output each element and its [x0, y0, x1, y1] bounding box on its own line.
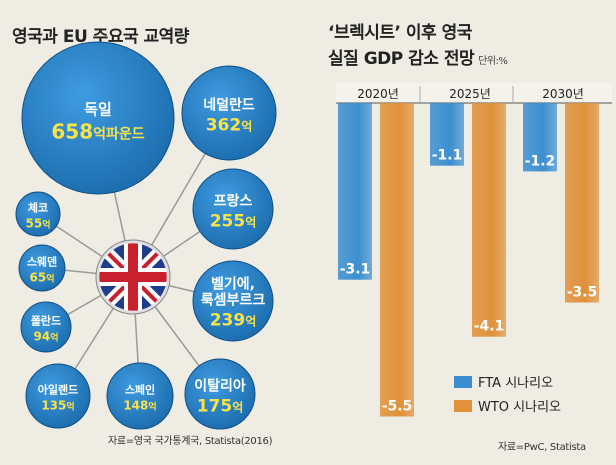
bar-value-label: -1.2 — [525, 153, 556, 169]
legend-swatch — [454, 376, 472, 388]
trade-bubble: 폴란드 94억 — [20, 301, 72, 353]
bar-value-label: -3.1 — [340, 262, 371, 278]
year-tick-label: 2030년 — [542, 87, 584, 101]
bubble-circle — [192, 168, 274, 250]
bubble-circle — [21, 41, 175, 195]
gdp-bar — [338, 103, 372, 280]
bubble-country-label: 폴란드 — [31, 313, 61, 327]
trade-bubble: 네덜란드 362억 — [181, 65, 277, 161]
bubble-country-label: 네덜란드 — [203, 97, 255, 114]
bubble-country-label: 스페인 — [125, 382, 155, 396]
gdp-bar — [380, 103, 414, 417]
gdp-title-line2: 실질 GDP 감소 전망 단위:% — [328, 44, 508, 69]
legend-label: FTA 시나리오 — [478, 376, 553, 391]
bubble-trade-value: 362억 — [206, 116, 253, 136]
year-tick-label: 2020년 — [357, 87, 399, 101]
bar-value-label: -4.1 — [474, 319, 505, 335]
gdp-bar — [430, 103, 464, 166]
bar-value-label: -5.5 — [382, 399, 413, 415]
bubble-country-label: 독일 — [84, 100, 112, 118]
gdp-unit-label: 단위:% — [478, 56, 508, 67]
trade-bubble: 체코 55억 — [15, 191, 61, 237]
trade-bubble: 스페인 148억 — [106, 362, 174, 430]
bubble-trade-value: 239억 — [210, 310, 257, 330]
bubble-trade-value: 135억 — [41, 398, 74, 412]
year-tick-label: 2025년 — [449, 87, 491, 101]
bubble-circle — [184, 358, 256, 430]
bubble-circle — [106, 362, 174, 430]
bubble-country-label: 이탈리아 — [194, 378, 246, 395]
gdp-forecast-panel: ‘브렉시트’ 이후 영국 실질 GDP 감소 전망 단위:% 2020년 2025년… — [308, 0, 616, 465]
bubble-trade-value: 175억 — [197, 397, 244, 417]
gdp-bar-chart: 2020년 2025년 2030년 -3.1 -1.1 -1.2 -5.5 -4.1 -3.5 F… — [336, 83, 612, 417]
trade-source: 자료=영국 국가통계국, Statista(2016) — [108, 436, 273, 447]
bubble-country-label: 벨기에, — [211, 276, 255, 292]
bubble-trade-value: 55억 — [26, 216, 51, 230]
trade-bubble: 벨기에,룩셈부르크 239억 — [192, 260, 274, 342]
bar-value-label: -1.1 — [432, 148, 463, 164]
trade-title: 영국과 EU 주요국 교역량 — [12, 27, 189, 47]
bubble-trade-value: 255억 — [210, 212, 257, 232]
bubble-circle — [18, 244, 66, 292]
gdp-bar — [472, 103, 506, 337]
bubble-country-label: 프랑스 — [214, 194, 253, 210]
bubble-country-label: 아일랜드 — [38, 382, 78, 396]
legend-swatch — [454, 400, 472, 412]
bubble-country-label-line2: 룩셈부르크 — [201, 291, 266, 308]
trade-bubble: 아일랜드 135억 — [25, 363, 91, 429]
bubble-country-label: 스웨덴 — [27, 254, 57, 268]
bubble-country-label: 체코 — [28, 200, 48, 214]
bubble-trade-value: 65억 — [30, 270, 55, 284]
bubble-trade-value: 148억 — [123, 398, 156, 412]
trade-bubble: 프랑스 255억 — [192, 168, 274, 250]
uk-flag-icon — [95, 239, 171, 315]
legend-label: WTO 시나리오 — [478, 400, 561, 415]
year-header-band — [336, 83, 612, 103]
bar-value-label: -3.5 — [567, 285, 598, 301]
bubble-circle — [181, 65, 277, 161]
bubble-circle — [20, 301, 72, 353]
bubble-circle — [15, 191, 61, 237]
gdp-source: 자료=PwC, Statista — [498, 442, 586, 453]
bubble-circle — [192, 260, 274, 342]
gdp-title-line1: ‘브렉시트’ 이후 영국 — [328, 23, 472, 43]
bubble-trade-value: 658억파운드 — [51, 119, 144, 143]
trade-bubble: 스웨덴 65억 — [18, 244, 66, 292]
gdp-title-line2-text: 실질 GDP 감소 전망 — [328, 49, 475, 69]
gdp-bar — [523, 103, 557, 172]
bubble-trade-value: 94억 — [34, 329, 59, 343]
trade-bubble: 이탈리아 175억 — [184, 358, 256, 430]
bubble-circle — [25, 363, 91, 429]
gdp-bar — [565, 103, 599, 303]
